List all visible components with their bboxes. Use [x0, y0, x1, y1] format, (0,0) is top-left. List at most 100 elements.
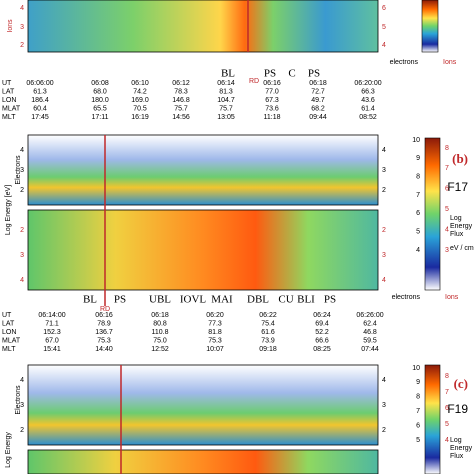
- ephemeris-value: 06:10: [131, 80, 149, 87]
- ephemeris-value: 09:44: [309, 114, 327, 121]
- ephemeris-value: 81.3: [219, 88, 233, 95]
- colorbar-tick: 7: [416, 408, 420, 415]
- y-tick: 2: [382, 227, 386, 234]
- ephemeris-value: 61.3: [33, 88, 47, 95]
- colorbar-red-tick: 4: [445, 437, 449, 444]
- ephemeris-value: 52.2: [315, 329, 329, 336]
- ephemeris-value: 62.4: [363, 320, 377, 327]
- ephemeris-value: 14:40: [95, 346, 113, 353]
- axis-label: Electrons: [15, 155, 22, 185]
- colorbar: [424, 364, 441, 474]
- colorbar-red-tick: 6: [445, 186, 449, 193]
- ephemeris-value: 60.4: [33, 106, 47, 113]
- ephemeris-value: 78.9: [97, 320, 111, 327]
- y-tick: 2: [20, 42, 24, 49]
- y-tick: 3: [382, 167, 386, 174]
- colorbar-red-tick: 5: [445, 421, 449, 428]
- region-label: BL: [83, 294, 97, 306]
- units: eV / cm² s sr eV: [450, 245, 474, 252]
- ephemeris-value: 06:24: [313, 312, 331, 319]
- electron-spectrogram: [27, 134, 379, 206]
- ephemeris-value: 75.4: [261, 320, 275, 327]
- ephemeris-value: 06:08: [91, 80, 109, 87]
- y-tick: 3: [20, 167, 24, 174]
- ephemeris-label: UT: [2, 312, 12, 319]
- ephemeris-value: 78.3: [174, 88, 188, 95]
- y-tick: 4: [20, 147, 24, 154]
- y-tick: 3: [20, 24, 24, 31]
- region-label: DBL: [247, 294, 269, 306]
- rd-label: RD: [249, 78, 259, 85]
- ephemeris-value: 06:14:00: [38, 312, 65, 319]
- y-tick: 4: [20, 5, 24, 12]
- y-tick: 4: [20, 277, 24, 284]
- colorbar-tick: 10: [412, 365, 420, 372]
- y-tick: 2: [20, 427, 24, 434]
- ephemeris-value: 186.4: [31, 97, 49, 104]
- flux-label: Flux: [450, 231, 464, 238]
- ephemeris-value: 169.0: [131, 97, 149, 104]
- ephemeris-label: MLT: [2, 114, 16, 121]
- ephemeris-value: 73.6: [265, 106, 279, 113]
- panel-id: (b): [452, 151, 468, 166]
- ephemeris-value: 77.0: [265, 88, 279, 95]
- colorbar-tick: 8: [416, 174, 420, 181]
- y-tick: 5: [382, 24, 386, 31]
- ephemeris-value: 06:06:00: [26, 80, 53, 87]
- ephemeris-value: 06:16: [263, 80, 281, 87]
- ephemeris-label: LON: [2, 329, 16, 336]
- ephemeris-label: LAT: [2, 320, 15, 327]
- ephemeris-label: MLAT: [2, 106, 21, 113]
- ephemeris-value: 15:41: [43, 346, 61, 353]
- ephemeris-value: 43.6: [361, 97, 375, 104]
- ephemeris-value: 16:19: [131, 114, 149, 121]
- ephemeris-value: 152.3: [43, 329, 61, 336]
- region-label: BL: [221, 68, 235, 80]
- region-label: PS: [114, 294, 126, 306]
- ephemeris-value: 65.5: [93, 106, 107, 113]
- colorbar-tick: 9: [416, 379, 420, 386]
- ephemeris-value: 06:18: [151, 312, 169, 319]
- ephemeris-value: 61.6: [261, 329, 275, 336]
- flux-label: Log: [450, 437, 462, 444]
- ephemeris-value: 81.8: [208, 329, 222, 336]
- colorbar-tick: 9: [416, 155, 420, 162]
- electron-spectrogram: [27, 364, 379, 446]
- ephemeris-value: 09:18: [259, 346, 277, 353]
- ephemeris-value: 06:12: [172, 80, 190, 87]
- axis-label: Log Energy: [5, 432, 12, 468]
- y-tick: 3: [20, 402, 24, 409]
- y-tick: 2: [382, 187, 386, 194]
- ephemeris-label: LON: [2, 97, 16, 104]
- y-tick: 3: [382, 402, 386, 409]
- region-label: C: [288, 68, 295, 80]
- colorbar-red-tick: 4: [445, 226, 449, 233]
- colorbar-tick: 6: [416, 210, 420, 217]
- colorbar-label: Ions: [443, 59, 457, 66]
- flux-label: Energy: [450, 445, 473, 452]
- satellite: F19: [447, 402, 468, 416]
- ephemeris-value: 68.0: [93, 88, 107, 95]
- colorbar-tick: 7: [416, 192, 420, 199]
- axis-label: Electrons: [15, 385, 22, 415]
- colorbar-red-tick: 6: [445, 405, 449, 412]
- ephemeris-value: 75.7: [174, 106, 188, 113]
- ephemeris-value: 75.3: [97, 338, 111, 345]
- ephemeris-value: 08:25: [313, 346, 331, 353]
- ephemeris-value: 10:07: [206, 346, 224, 353]
- satellite: F17: [447, 180, 468, 194]
- colorbar-tick: 10: [412, 137, 420, 144]
- ephemeris-label: UT: [2, 80, 12, 87]
- region-label: PS: [324, 294, 336, 306]
- ephemeris-value: 180.0: [91, 97, 109, 104]
- ephemeris-value: 07:44: [361, 346, 379, 353]
- ephemeris-value: 72.7: [311, 88, 325, 95]
- ephemeris-value: 67.0: [45, 338, 59, 345]
- y-tick: 6: [382, 5, 386, 12]
- axis-label: Log Energy [eV]: [5, 185, 12, 235]
- colorbar-tick: 4: [416, 247, 420, 254]
- flux-label: Log: [450, 215, 462, 222]
- ephemeris-label: LAT: [2, 88, 15, 95]
- ephemeris-value: 06:20:00: [354, 80, 381, 87]
